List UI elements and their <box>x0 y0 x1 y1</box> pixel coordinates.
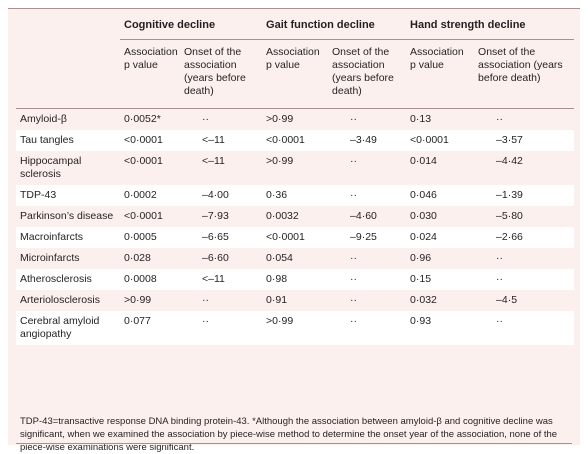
footnote: TDP-43=transactive response DNA binding … <box>20 416 558 453</box>
table-cell: ·· <box>328 290 407 311</box>
table-cell: –6·60 <box>180 248 263 269</box>
table-cell: ·· <box>328 151 407 185</box>
sub-header: Association p value <box>262 39 329 109</box>
table-cell: ·· <box>180 290 263 311</box>
sub-header: Association p value <box>120 39 180 109</box>
table-row: Parkinson’s disease <0·0001 –7·93 0·0032 –4·… <box>16 206 575 227</box>
table-cell: –5·80 <box>474 206 575 227</box>
table-cell: ·· <box>180 311 263 345</box>
row-label: Hippocampal sclerosis <box>16 151 120 185</box>
table-cell: <–11 <box>180 269 263 290</box>
table-cell: >0·99 <box>262 151 329 185</box>
sub-header: Onset of the association (years before d… <box>328 39 407 109</box>
table-cell: –9·25 <box>328 227 407 248</box>
bottom-rule <box>16 443 572 444</box>
table-cell: 0·96 <box>406 248 475 269</box>
table-cell: 0·98 <box>262 269 329 290</box>
table-panel: Cognitive decline Gait function decline Ha… <box>8 8 580 453</box>
row-label: Arteriolosclerosis <box>16 290 120 311</box>
row-label: TDP-43 <box>16 185 120 206</box>
table-cell: >0·99 <box>120 290 180 311</box>
sub-header-row: Association p value Onset of the associat… <box>16 39 575 109</box>
table-cell: 0·032 <box>406 290 475 311</box>
table-cell: –4·42 <box>474 151 575 185</box>
table-cell: <–11 <box>180 151 263 185</box>
table-row: Macroinfarcts 0·0005 –6·65 <0·0001 –9·25 0·02… <box>16 227 575 248</box>
table-cell: –4·5 <box>474 290 575 311</box>
table-cell: 0·15 <box>406 269 475 290</box>
blank-cell <box>16 39 120 109</box>
table-cell: –3·49 <box>328 130 407 151</box>
row-label: Atherosclerosis <box>16 269 120 290</box>
row-label: Parkinson’s disease <box>16 206 120 227</box>
table-cell: 0·0005 <box>120 227 180 248</box>
group-header-row: Cognitive decline Gait function decline Ha… <box>16 9 575 40</box>
table-cell: –3·57 <box>474 130 575 151</box>
table-cell: 0·024 <box>406 227 475 248</box>
row-label: Microinfarcts <box>16 248 120 269</box>
table-cell: <–11 <box>180 130 263 151</box>
row-label: Cerebral amyloid angiopathy <box>16 311 120 345</box>
table-cell: ·· <box>180 108 263 130</box>
table-cell: ·· <box>328 185 407 206</box>
table-cell: ·· <box>328 248 407 269</box>
table-cell: ·· <box>328 108 407 130</box>
data-table: Cognitive decline Gait function decline Ha… <box>16 9 575 345</box>
table-row: Arteriolosclerosis >0·99 ·· 0·91 ·· 0·032 –4·5 <box>16 290 575 311</box>
table-cell: 0·046 <box>406 185 475 206</box>
row-label: Tau tangles <box>16 130 120 151</box>
group-header: Gait function decline <box>262 9 407 40</box>
table-row: Amyloid-β 0·0052* ·· >0·99 ·· 0·13 ·· <box>16 108 575 130</box>
table-row: Cerebral amyloid angiopathy 0·077 ·· >0·99 ·… <box>16 311 575 345</box>
table-cell: 0·91 <box>262 290 329 311</box>
row-label: Macroinfarcts <box>16 227 120 248</box>
table-cell: 0·028 <box>120 248 180 269</box>
table-cell: 0·0052* <box>120 108 180 130</box>
table-cell: 0·93 <box>406 311 475 345</box>
table-cell: <0·0001 <box>262 130 329 151</box>
table-cell: <0·0001 <box>262 227 329 248</box>
table-cell: 0·014 <box>406 151 475 185</box>
table-cell: 0·13 <box>406 108 475 130</box>
table-row: Atherosclerosis 0·0008 <–11 0·98 ·· 0·15 ·· <box>16 269 575 290</box>
table-cell: 0·0002 <box>120 185 180 206</box>
sub-header: Association p value <box>406 39 475 109</box>
table-cell: <0·0001 <box>120 130 180 151</box>
table-cell: 0·054 <box>262 248 329 269</box>
table-cell: –1·39 <box>474 185 575 206</box>
group-header: Hand strength decline <box>406 9 575 40</box>
table-cell: ·· <box>474 269 575 290</box>
table-cell: 0·030 <box>406 206 475 227</box>
table-cell: –6·65 <box>180 227 263 248</box>
table-cell: ·· <box>474 311 575 345</box>
row-label: Amyloid-β <box>16 108 120 130</box>
blank-cell <box>16 9 120 40</box>
sub-header: Onset of the association (years before d… <box>474 39 575 109</box>
table-cell: 0·36 <box>262 185 329 206</box>
table-cell: –2·66 <box>474 227 575 248</box>
table-row: TDP-43 0·0002 –4·00 0·36 ·· 0·046 –1·39 <box>16 185 575 206</box>
table-row: Hippocampal sclerosis <0·0001 <–11 >0·99 ·· 0… <box>16 151 575 185</box>
table-body: Amyloid-β 0·0052* ·· >0·99 ·· 0·13 ·· Tau tangl… <box>16 108 575 345</box>
table-row: Tau tangles <0·0001 <–11 <0·0001 –3·49 <0·000… <box>16 130 575 151</box>
table-cell: ·· <box>474 108 575 130</box>
table-cell: ·· <box>328 311 407 345</box>
group-header: Cognitive decline <box>120 9 263 40</box>
sub-header: Onset of the association (years before d… <box>180 39 263 109</box>
table-cell: 0·0008 <box>120 269 180 290</box>
table-cell: <0·0001 <box>120 151 180 185</box>
table-cell: >0·99 <box>262 108 329 130</box>
table-row: Microinfarcts 0·028 –6·60 0·054 ·· 0·96 ·· <box>16 248 575 269</box>
table-cell: <0·0001 <box>120 206 180 227</box>
table-cell: –7·93 <box>180 206 263 227</box>
table-cell: ·· <box>328 269 407 290</box>
table-cell: <0·0001 <box>406 130 475 151</box>
table-cell: ·· <box>474 248 575 269</box>
table-cell: 0·077 <box>120 311 180 345</box>
table-cell: –4·00 <box>180 185 263 206</box>
table-cell: >0·99 <box>262 311 329 345</box>
table-cell: 0·0032 <box>262 206 329 227</box>
table-cell: –4·60 <box>328 206 407 227</box>
